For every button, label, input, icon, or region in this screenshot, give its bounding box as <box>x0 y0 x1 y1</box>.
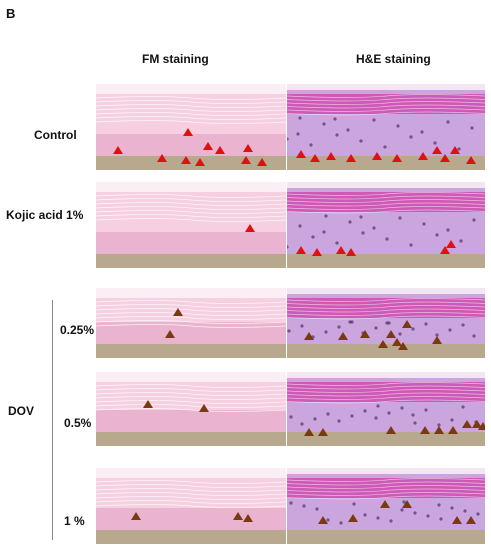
arrowhead-marker <box>450 146 460 154</box>
arrowhead-marker <box>418 152 428 160</box>
arrowhead-marker <box>360 330 370 338</box>
arrowhead-marker <box>173 308 183 316</box>
arrowhead-marker <box>233 512 243 520</box>
panel-letter: B <box>6 6 16 21</box>
group-label-dov: DOV <box>8 404 35 418</box>
arrowhead-marker <box>402 500 412 508</box>
arrowhead-marker <box>378 340 388 348</box>
arrowhead-marker <box>165 330 175 338</box>
arrowhead-marker <box>398 342 408 350</box>
row-label-dov-05: 0.5% <box>64 416 92 430</box>
micrograph-he-dov-1 <box>287 468 485 544</box>
arrowhead-marker <box>446 240 456 248</box>
arrowhead-marker <box>420 426 430 434</box>
arrowhead-marker <box>348 514 358 522</box>
row-label-control: Control <box>34 128 77 142</box>
arrowhead-marker <box>338 332 348 340</box>
arrowhead-marker <box>372 152 382 160</box>
row-label-kojic: Kojic acid 1% <box>6 208 84 222</box>
arrowhead-marker <box>318 428 328 436</box>
arrowhead-marker <box>131 512 141 520</box>
arrowhead-marker <box>440 246 450 254</box>
row-label-dov-025: 0.25% <box>60 323 95 337</box>
micrograph-fm-dov-05 <box>96 372 286 446</box>
arrowhead-marker <box>215 146 225 154</box>
arrowhead-marker <box>183 128 193 136</box>
arrowhead-marker <box>199 404 209 412</box>
micrograph-he-dov-025 <box>287 288 485 358</box>
arrowhead-marker <box>346 154 356 162</box>
arrowhead-marker <box>386 330 396 338</box>
micrograph-fm-dov-025 <box>96 288 286 358</box>
micrograph-fm-control <box>96 84 286 170</box>
arrowhead-marker <box>296 150 306 158</box>
arrowhead-marker <box>432 336 442 344</box>
row-label-dov-1: 1 % <box>64 514 85 528</box>
arrowhead-marker <box>472 420 482 428</box>
arrowhead-marker <box>113 146 123 154</box>
column-header-fm: FM staining <box>142 52 209 66</box>
arrowhead-marker <box>304 428 314 436</box>
arrowhead-marker <box>466 156 476 164</box>
arrowhead-marker <box>336 246 346 254</box>
arrowhead-marker <box>434 426 444 434</box>
arrowhead-marker <box>304 332 314 340</box>
arrowhead-marker <box>312 248 322 256</box>
arrowhead-marker <box>241 156 251 164</box>
arrowhead-marker <box>326 152 336 160</box>
arrowhead-marker <box>448 426 458 434</box>
micrograph-fm-kojic <box>96 182 286 268</box>
arrowhead-marker <box>452 516 462 524</box>
arrowhead-marker <box>318 516 328 524</box>
arrowhead-marker <box>203 142 213 150</box>
arrowhead-marker <box>392 338 402 346</box>
micrograph-fm-dov-1 <box>96 468 286 544</box>
micrograph-he-dov-05 <box>287 372 485 446</box>
column-header-he: H&E staining <box>356 52 431 66</box>
arrowhead-marker <box>243 144 253 152</box>
arrowhead-marker <box>157 154 167 162</box>
arrowhead-marker <box>402 320 412 328</box>
group-bracket-line <box>52 300 53 540</box>
arrowhead-marker <box>181 156 191 164</box>
arrowhead-marker <box>143 400 153 408</box>
arrowhead-marker <box>392 154 402 162</box>
arrowhead-marker <box>386 426 396 434</box>
micrograph-he-kojic <box>287 182 485 268</box>
arrowhead-marker <box>478 422 485 430</box>
micrograph-he-control <box>287 84 485 170</box>
arrowhead-marker <box>195 158 205 166</box>
arrowhead-marker <box>310 154 320 162</box>
arrowhead-marker <box>257 158 267 166</box>
arrowhead-marker <box>466 516 476 524</box>
arrowhead-marker <box>462 420 472 428</box>
arrowhead-marker <box>440 154 450 162</box>
arrowhead-marker <box>346 248 356 256</box>
arrowhead-marker <box>432 146 442 154</box>
arrowhead-marker <box>380 500 390 508</box>
arrowhead-marker <box>243 514 253 522</box>
arrowhead-marker <box>296 246 306 254</box>
arrowhead-marker <box>245 224 255 232</box>
